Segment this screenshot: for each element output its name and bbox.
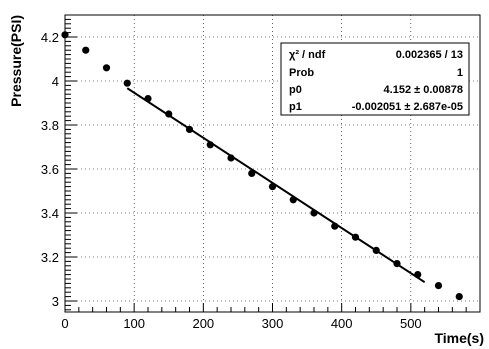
data-point — [310, 209, 318, 217]
data-point — [414, 271, 422, 279]
data-point — [351, 233, 360, 241]
x-tick-label: 100 — [123, 316, 145, 331]
y-tick-label: 4 — [52, 74, 59, 89]
x-axis-title: Time(s) — [434, 330, 484, 346]
stats-row-value: 0.002365 / 13 — [396, 49, 463, 61]
data-point — [185, 125, 194, 133]
x-tick-label: 400 — [331, 316, 353, 331]
data-point — [227, 154, 235, 162]
data-point — [268, 183, 277, 191]
data-point — [331, 222, 339, 230]
data-point — [144, 95, 152, 103]
stats-row-label: p0 — [289, 84, 302, 96]
stats-box: χ² / ndf 0.002365 / 13 Prob 1 p0 4.152 ±… — [280, 42, 470, 116]
grid-lines — [65, 15, 480, 312]
stats-row-label: χ² / ndf — [289, 49, 326, 61]
data-point — [372, 246, 380, 254]
tick-labels: 0 100 200 300 400 500 3 3.2 3.4 3.6 3.8 4 4.2 — [41, 30, 422, 331]
data-point — [165, 110, 173, 118]
x-tick-label: 500 — [400, 316, 422, 331]
data-point — [434, 282, 443, 290]
data-point — [123, 79, 131, 87]
data-point — [455, 293, 463, 301]
data-point — [289, 196, 297, 204]
y-axis-title: Pressure(PSI) — [8, 15, 24, 107]
data-points — [61, 31, 463, 301]
stats-row-label: p1 — [289, 101, 302, 113]
y-tick-label: 3 — [52, 294, 59, 309]
y-tick-label: 3.6 — [41, 162, 59, 177]
axis-ticks — [64, 14, 467, 312]
data-point — [248, 169, 256, 177]
stats-row-value: -0.002051 ± 2.687e-05 — [352, 101, 463, 113]
data-point — [206, 141, 214, 149]
y-tick-label: 3.4 — [41, 206, 59, 221]
stats-row-value: 4.152 ± 0.00878 — [384, 84, 463, 96]
y-tick-label: 3.8 — [41, 118, 59, 133]
data-point — [393, 260, 401, 268]
data-point — [82, 46, 90, 54]
y-tick-label: 3.2 — [41, 250, 59, 265]
stats-row-label: Prob — [289, 67, 314, 79]
x-tick-label: 300 — [262, 316, 284, 331]
stats-row-value: 1 — [457, 67, 463, 79]
data-point — [61, 31, 69, 39]
x-tick-label: 200 — [192, 316, 214, 331]
stats-box-frame — [280, 42, 470, 116]
x-tick-label: 0 — [61, 316, 68, 331]
data-point — [102, 64, 111, 72]
y-tick-label: 4.2 — [41, 30, 59, 45]
